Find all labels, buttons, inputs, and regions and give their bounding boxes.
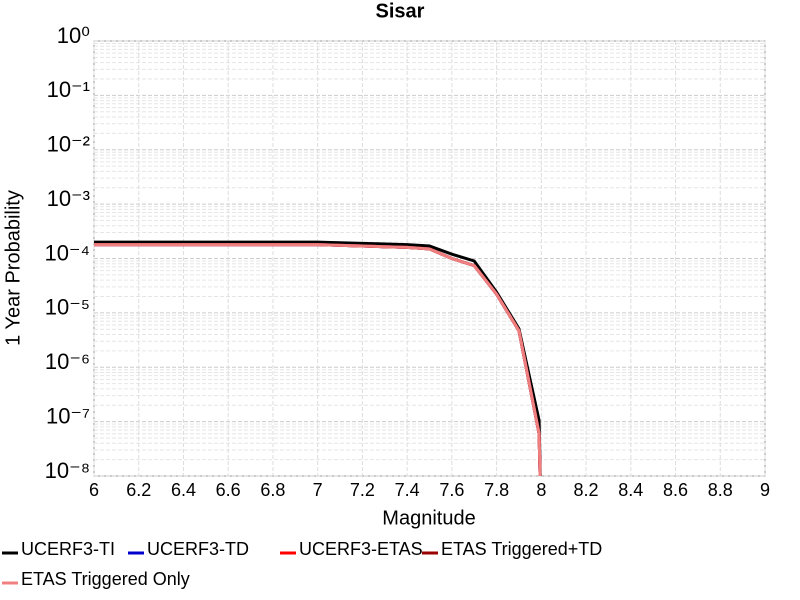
y-tick-label: 10⁻⁴: [44, 240, 90, 265]
x-tick-label: 8.2: [574, 480, 599, 500]
y-tick-label: 10⁻²: [47, 132, 90, 157]
legend-label: ETAS Triggered Only: [21, 569, 190, 589]
legend: UCERF3-TI UCERF3-TD UCERF3-ETAS ETAS Trigge…: [2, 539, 602, 589]
x-tick-label: 6.8: [260, 480, 285, 500]
x-axis-label: Magnitude: [382, 507, 475, 529]
x-tick-label: 7.4: [395, 480, 420, 500]
y-tick-label: 10⁻⁷: [46, 403, 90, 428]
x-tick-label: 7: [313, 480, 323, 500]
legend-label: UCERF3-TI: [21, 539, 115, 559]
x-tick-label: 6.4: [171, 480, 196, 500]
y-tick-label: 10⁰: [57, 23, 90, 48]
x-tick-label: 7.8: [484, 480, 509, 500]
x-tick-label: 8.8: [708, 480, 733, 500]
x-tick-label: 7.6: [439, 480, 464, 500]
y-tick-label: 10⁻⁶: [45, 349, 90, 374]
y-tick-label: 10⁻⁵: [45, 295, 90, 320]
chart-title: Sisar: [376, 0, 425, 22]
x-tick-label: 6: [89, 480, 99, 500]
y-tick-label: 10⁻¹: [47, 77, 90, 102]
y-axis-label: 1 Year Probability: [2, 190, 24, 346]
legend-label: UCERF3-ETAS: [299, 539, 423, 559]
grid: 10⁰ 10⁻¹ 10⁻² 10⁻³ 10⁻⁴ 10⁻⁵ 10⁻⁶ 10⁻⁷ 10⁻⁸6 6.2 6…: [44, 23, 770, 500]
series-line: [94, 243, 542, 476]
x-tick-label: 6.2: [126, 480, 151, 500]
legend-label: ETAS Triggered+TD: [441, 539, 602, 559]
x-tick-label: 8.6: [663, 480, 688, 500]
lines: [94, 240, 542, 476]
x-tick-label: 7.2: [350, 480, 375, 500]
x-tick-label: 9: [760, 480, 770, 500]
x-tick-label: 8.4: [618, 480, 643, 500]
y-tick-label: 10⁻⁸: [45, 458, 90, 483]
y-tick-label: 10⁻³: [47, 186, 90, 211]
x-tick-label: 6.6: [216, 480, 241, 500]
x-tick-label: 8: [536, 480, 546, 500]
legend-label: UCERF3-TD: [147, 539, 249, 559]
